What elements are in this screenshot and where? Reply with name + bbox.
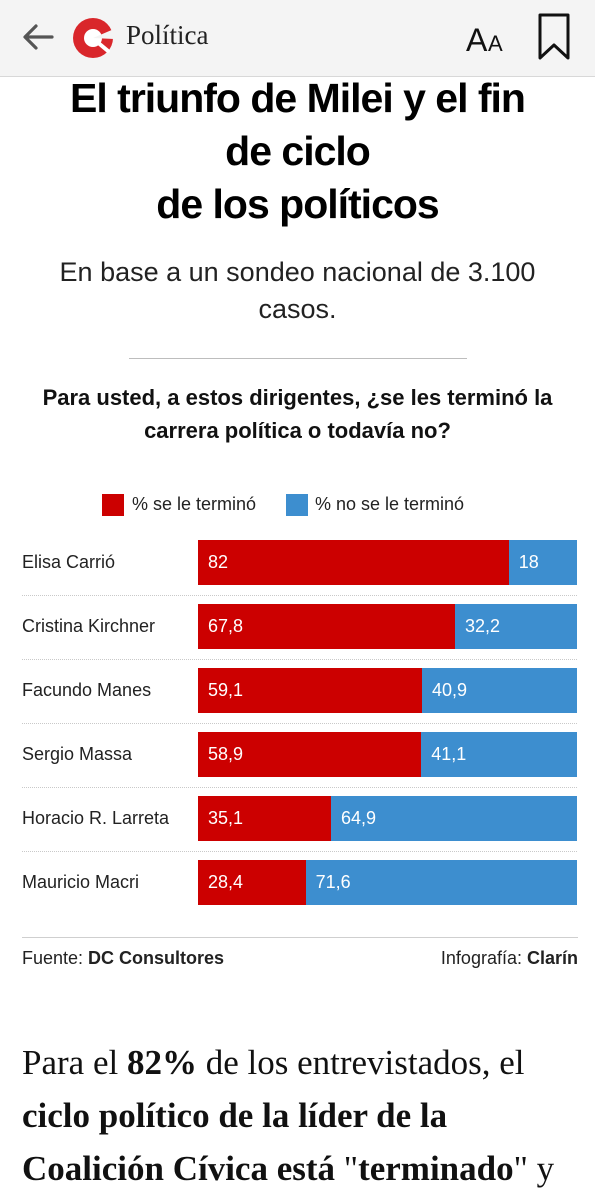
bar-terminated — [198, 732, 422, 777]
font-size-icon[interactable]: A A — [466, 20, 510, 56]
bar-value-label: 35,1 — [208, 808, 244, 828]
footer-divider — [22, 937, 578, 938]
article-body-paragraph: Para el 82% de los entrevistados, el cic… — [22, 1036, 582, 1195]
svg-text:A: A — [466, 22, 488, 56]
row-separator — [22, 723, 577, 725]
title-line: de los políticos — [156, 181, 439, 227]
bar-terminated — [198, 668, 422, 713]
bar-not-terminated — [454, 604, 577, 649]
source-prefix: Fuente: — [22, 948, 89, 968]
bar-value-label: 64,9 — [341, 808, 377, 828]
chart-credit: Infografía: Clarín — [441, 948, 578, 969]
row-separator — [22, 851, 577, 853]
legend-swatch-not-terminated — [286, 494, 308, 516]
article-title: El triunfo de Milei y el fin de ciclo de… — [0, 72, 595, 231]
body-emphasis: ciclo político de la líder de la Coalici… — [22, 1096, 448, 1188]
body-emphasis: 82% — [126, 1043, 197, 1082]
row-label: Elisa Carrió — [22, 552, 116, 572]
row-label: Mauricio Macri — [22, 872, 140, 892]
chart-question: Para usted, a estos dirigentes, ¿se les … — [42, 385, 553, 443]
svg-text:A: A — [488, 31, 503, 56]
divider — [129, 358, 467, 359]
bar-value-label: 67,8 — [208, 616, 244, 636]
clarin-logo-icon[interactable] — [72, 17, 114, 59]
section-title[interactable]: Política — [126, 20, 209, 50]
row-label: Sergio Massa — [22, 744, 133, 764]
chart-legend: % se le terminó % no se le terminó — [0, 492, 595, 520]
title-line: de ciclo — [225, 128, 371, 174]
row-label: Facundo Manes — [22, 680, 152, 700]
bar-value-label: 82 — [208, 552, 229, 572]
article-subtitle: En base a un sondeo nacional de 3.100 ca… — [59, 257, 536, 324]
body-emphasis: terminado — [358, 1149, 514, 1188]
bar-not-terminated — [331, 796, 577, 841]
credit-name: Clarín — [526, 948, 578, 968]
body-text-run: de los entrevistados, el — [196, 1043, 525, 1082]
bar-terminated — [198, 540, 509, 585]
credit-prefix: Infografía: — [440, 948, 527, 968]
bar-value-label: 18 — [518, 552, 539, 572]
source-name: DC Consultores — [88, 948, 225, 968]
legend-label-terminated: % se le terminó — [132, 494, 257, 514]
body-text-run: Para el — [22, 1043, 127, 1082]
top-bar: Política A A — [0, 0, 595, 77]
title-line: El triunfo de Milei y el fin — [70, 75, 526, 121]
bar-not-terminated — [421, 668, 577, 713]
bar-value-label: 59,1 — [208, 680, 244, 700]
bar-terminated — [198, 604, 455, 649]
legend-swatch-terminated — [102, 494, 124, 516]
bookmark-icon[interactable] — [535, 12, 573, 62]
bar-terminated — [198, 860, 306, 905]
row-label: Cristina Kirchner — [22, 616, 156, 636]
bar-value-label: 71,6 — [315, 872, 351, 892]
legend-label-not-terminated: % no se le terminó — [315, 494, 465, 514]
body-text-run: " y — [513, 1149, 555, 1188]
bar-not-terminated — [508, 540, 577, 585]
row-label: Horacio R. Larreta — [22, 808, 170, 828]
bar-value-label: 58,9 — [208, 744, 244, 764]
bar-value-label: 41,1 — [431, 744, 467, 764]
bar-not-terminated — [305, 860, 577, 905]
bar-value-label: 32,2 — [464, 616, 500, 636]
back-arrow-icon[interactable] — [18, 19, 58, 55]
bar-not-terminated — [421, 732, 577, 777]
chart-source: Fuente: DC Consultores — [22, 948, 224, 969]
bar-terminated — [198, 796, 332, 841]
body-text-run: " — [343, 1149, 359, 1188]
row-separator — [22, 595, 577, 597]
row-separator — [22, 659, 577, 661]
row-separator — [22, 787, 577, 789]
bar-value-label: 40,9 — [431, 680, 468, 700]
bar-value-label: 28,4 — [208, 872, 244, 892]
